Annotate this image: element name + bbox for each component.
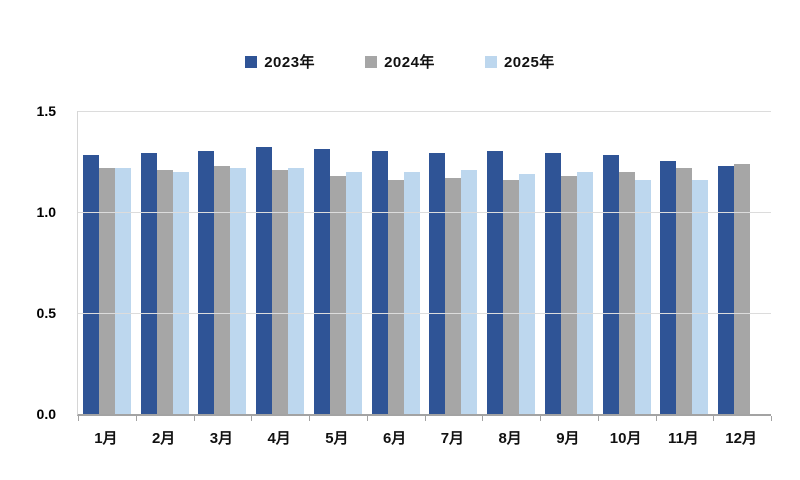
bar-2023年-6月 — [371, 151, 388, 414]
x-axis-label-1月: 1月 — [94, 430, 118, 447]
plot-area — [77, 111, 772, 421]
bar-2023年-10月 — [602, 155, 619, 414]
x-axis-label-3月: 3月 — [209, 430, 234, 447]
bar-group-1月 — [78, 111, 136, 414]
bar-2025年-10月 — [634, 180, 651, 414]
bar-2024年-3月 — [214, 166, 231, 414]
bar-2023年-12月 — [718, 166, 735, 414]
bar-2023年-11月 — [660, 161, 677, 414]
x-axis-tick — [193, 416, 195, 421]
bar-2025年-3月 — [230, 168, 247, 414]
bar-group-8月 — [482, 111, 540, 414]
chart-legend: 2023年 2024年 2025年 — [0, 51, 800, 72]
bar-2025年-2月 — [172, 172, 189, 414]
bar-group-7月 — [425, 111, 483, 414]
bar-group-6月 — [367, 111, 425, 414]
x-axis-label-7月: 7月 — [440, 430, 465, 447]
bar-group-12月 — [713, 111, 771, 414]
x-axis-tick — [135, 416, 137, 421]
bar-2025年-8月 — [519, 174, 536, 414]
legend-label-2024: 2024年 — [384, 54, 435, 71]
x-axis-tick — [655, 416, 657, 421]
legend-swatch-2023-icon — [245, 55, 258, 68]
x-axis-label-8月: 8月 — [498, 430, 522, 447]
bar-2024年-4月 — [272, 170, 289, 414]
bar-group-5月 — [309, 111, 367, 414]
bar-2023年-9月 — [544, 153, 561, 414]
gridline — [78, 313, 771, 314]
y-axis-label-1.0: 1.0 — [36, 204, 56, 220]
bar-2024年-1月 — [98, 168, 115, 414]
bar-2024年-10月 — [618, 172, 635, 414]
x-axis-label-6月: 6月 — [382, 430, 407, 447]
x-axis-label-11月: 11月 — [667, 430, 699, 447]
bar-group-10月 — [598, 111, 656, 414]
bar-2023年-7月 — [429, 153, 446, 414]
y-axis-label-0.0: 0.0 — [36, 406, 56, 422]
x-axis-label-10月: 10月 — [609, 430, 642, 447]
bar-2025年-9月 — [576, 172, 593, 414]
bar-2023年-5月 — [313, 149, 330, 414]
bar-2025年-5月 — [345, 172, 362, 414]
bar-2024年-12月 — [734, 164, 751, 414]
bar-2024年-6月 — [387, 180, 404, 414]
gridline — [78, 212, 771, 213]
bar-2023年-8月 — [487, 151, 504, 414]
y-axis-label-0.5: 0.5 — [36, 305, 56, 321]
legend-item-2025: 2025年 — [484, 51, 555, 72]
legend-item-2023: 2023年 — [245, 51, 315, 72]
bar-group-9月 — [540, 111, 598, 414]
bar-group-4月 — [251, 111, 309, 414]
x-axis-tick — [540, 416, 541, 421]
x-axis-label-12月: 12月 — [725, 430, 757, 447]
x-axis-label-5月: 5月 — [325, 430, 349, 447]
y-axis-label-1.5: 1.5 — [36, 103, 56, 119]
bar-2024年-2月 — [156, 170, 173, 414]
legend-swatch-2025-icon — [484, 55, 497, 68]
bar-2023年-2月 — [140, 153, 157, 414]
x-axis-tick — [251, 416, 253, 421]
legend-label-2023: 2023年 — [264, 54, 316, 71]
bar-2024年-9月 — [560, 176, 577, 414]
x-axis-tick — [597, 416, 599, 421]
x-axis-tick — [771, 416, 772, 421]
x-axis-tick — [309, 416, 310, 421]
bar-group-3月 — [194, 111, 252, 414]
bar-2024年-5月 — [329, 176, 346, 414]
x-axis-label-2月: 2月 — [151, 430, 176, 447]
bar-2025年-6月 — [403, 172, 420, 414]
x-axis-tick — [482, 416, 484, 421]
bar-2023年-1月 — [82, 155, 99, 414]
legend-item-2024: 2024年 — [365, 51, 435, 72]
bar-2024年-11月 — [676, 168, 693, 414]
bars-container — [78, 111, 771, 414]
gridline — [78, 111, 771, 112]
x-axis-tick — [713, 416, 715, 421]
x-axis-tick — [424, 416, 426, 421]
bar-group-11月 — [656, 111, 714, 414]
legend-label-2025: 2025年 — [503, 54, 555, 71]
legend-swatch-2024-icon — [365, 55, 378, 68]
x-axis-tick — [78, 416, 79, 421]
bar-group-2月 — [136, 111, 194, 414]
bar-2024年-8月 — [503, 180, 520, 414]
x-axis-tick — [366, 416, 368, 421]
bar-2023年-4月 — [256, 147, 273, 414]
bar-2025年-7月 — [461, 170, 478, 414]
x-axis-label-9月: 9月 — [556, 430, 580, 447]
x-axis-label-4月: 4月 — [267, 430, 291, 447]
bar-2025年-1月 — [114, 168, 131, 414]
bar-2025年-4月 — [288, 168, 305, 414]
bar-2025年-11月 — [692, 180, 709, 414]
x-axis-labels: 1月 2月 3月 4月 5月 6月 7月 8月 9月 10月 11月 12月 — [77, 427, 770, 448]
bar-2023年-3月 — [198, 151, 215, 414]
bar-2024年-7月 — [445, 178, 462, 414]
